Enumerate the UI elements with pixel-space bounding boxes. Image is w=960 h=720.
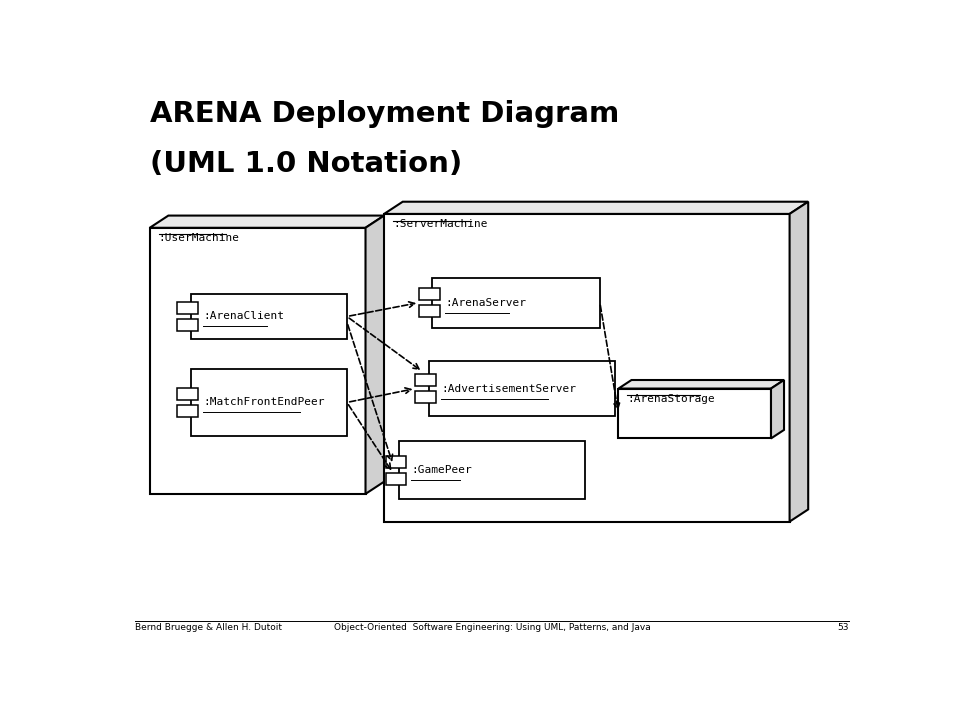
- Polygon shape: [150, 215, 384, 228]
- Text: :UserMachine: :UserMachine: [158, 233, 240, 243]
- Polygon shape: [432, 278, 600, 328]
- Polygon shape: [618, 389, 771, 438]
- Polygon shape: [416, 374, 436, 387]
- Text: :ArenaServer: :ArenaServer: [445, 297, 526, 307]
- Polygon shape: [191, 369, 347, 436]
- Text: ARENA Deployment Diagram: ARENA Deployment Diagram: [150, 100, 619, 128]
- Polygon shape: [191, 294, 347, 338]
- Polygon shape: [399, 441, 585, 500]
- Text: (UML 1.0 Notation): (UML 1.0 Notation): [150, 150, 462, 178]
- Text: Object-Oriented  Software Engineering: Using UML, Patterns, and Java: Object-Oriented Software Engineering: Us…: [334, 624, 650, 632]
- Polygon shape: [429, 361, 614, 416]
- Polygon shape: [150, 228, 366, 494]
- Polygon shape: [789, 202, 808, 521]
- Polygon shape: [420, 288, 440, 300]
- Text: 53: 53: [838, 624, 849, 632]
- Polygon shape: [386, 456, 406, 468]
- Polygon shape: [384, 214, 789, 521]
- Text: :ArenaStorage: :ArenaStorage: [628, 394, 715, 404]
- Text: :ServerMachine: :ServerMachine: [393, 220, 488, 230]
- Polygon shape: [416, 391, 436, 403]
- Polygon shape: [384, 202, 808, 214]
- Text: :ArenaClient: :ArenaClient: [204, 312, 284, 321]
- Polygon shape: [420, 305, 440, 317]
- Polygon shape: [178, 405, 198, 417]
- Text: :GamePeer: :GamePeer: [412, 465, 472, 475]
- Polygon shape: [386, 472, 406, 485]
- Text: :AdvertisementServer: :AdvertisementServer: [442, 384, 576, 394]
- Polygon shape: [178, 302, 198, 314]
- Polygon shape: [178, 319, 198, 331]
- Text: Bernd Bruegge & Allen H. Dutoit: Bernd Bruegge & Allen H. Dutoit: [134, 624, 282, 632]
- Polygon shape: [366, 215, 384, 494]
- Polygon shape: [618, 380, 784, 389]
- Text: :MatchFrontEndPeer: :MatchFrontEndPeer: [204, 397, 324, 408]
- Polygon shape: [178, 388, 198, 400]
- Polygon shape: [771, 380, 784, 438]
